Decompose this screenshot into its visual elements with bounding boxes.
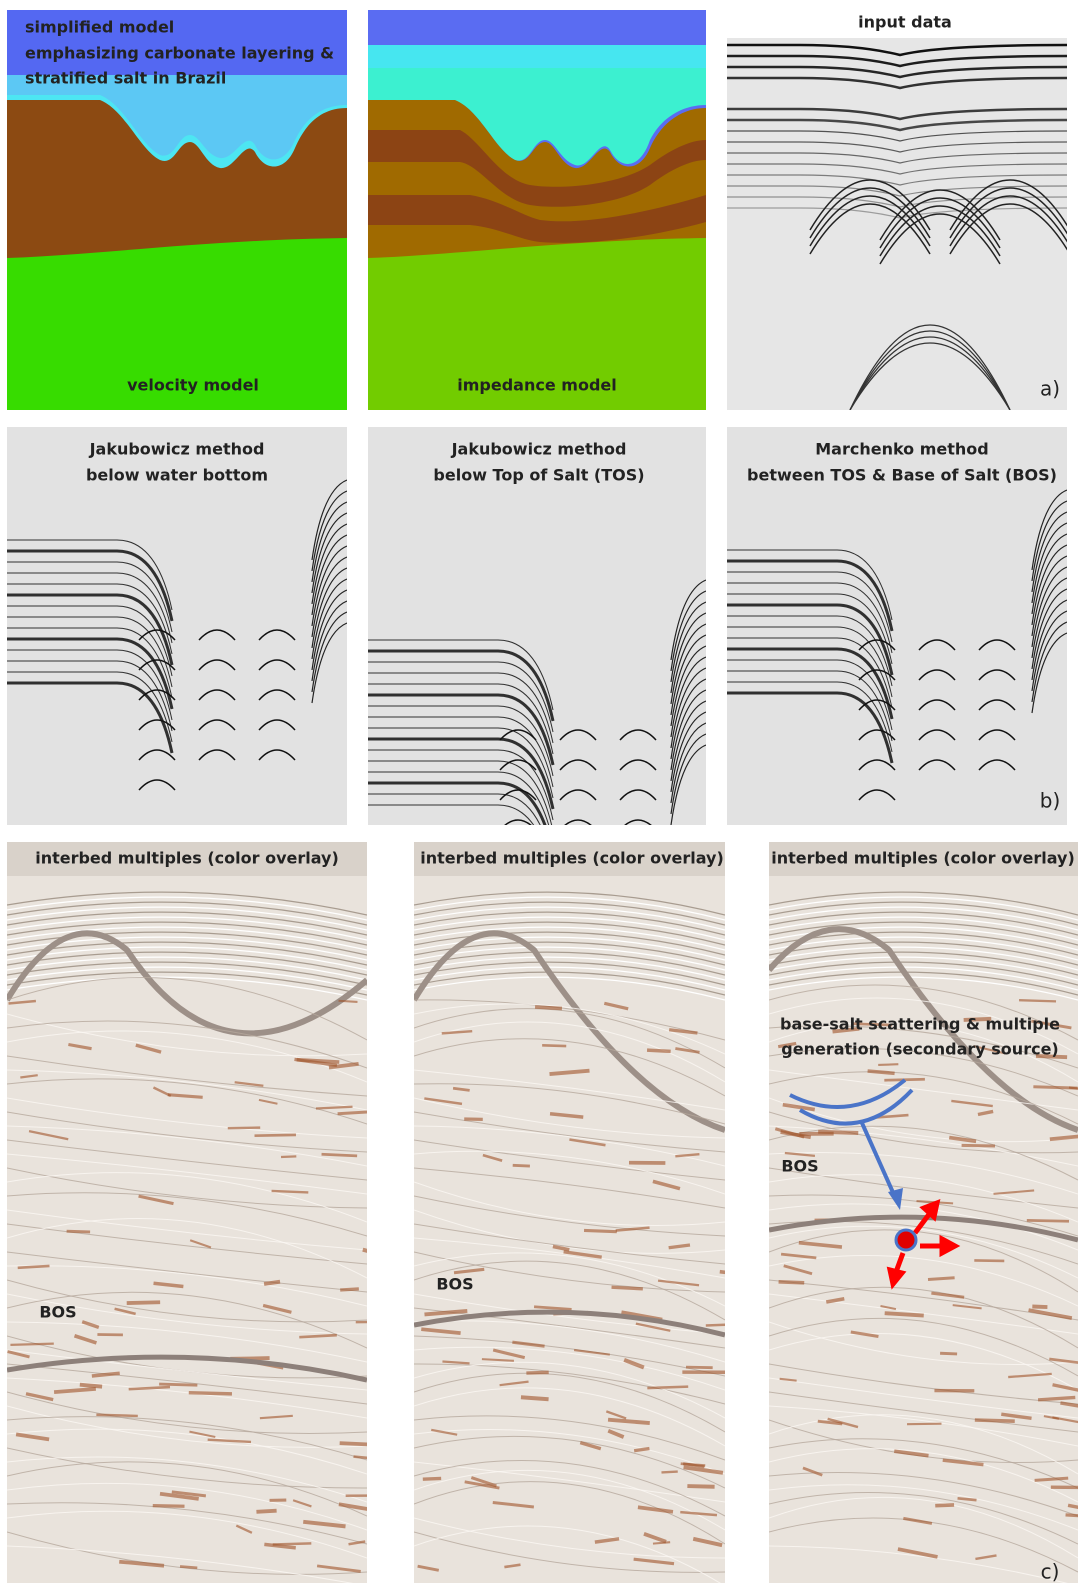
multiple-overlay <box>962 1145 995 1146</box>
panel-bg <box>7 427 347 825</box>
multiple-overlay <box>255 1135 296 1136</box>
field-panel <box>414 842 743 1583</box>
multiple-overlay <box>180 1566 197 1567</box>
multiple-overlay <box>340 1289 359 1290</box>
secondary-source <box>896 1230 916 1250</box>
panel-bg <box>727 427 1067 825</box>
multiple-overlay <box>935 1505 954 1506</box>
multiple-overlay <box>653 1542 670 1543</box>
multiple-overlay <box>975 1420 1015 1421</box>
multiple-overlay <box>513 1165 530 1166</box>
panel-title: interbed multiples (color overlay) <box>420 849 724 868</box>
multiple-overlay <box>661 1472 677 1473</box>
multiple-overlay <box>687 1486 714 1487</box>
annotation-text: base-salt scattering & multiple <box>780 1015 1060 1034</box>
horizon-label: BOS <box>781 1157 818 1176</box>
multiple-overlay <box>878 1064 898 1065</box>
multiple-overlay <box>297 1060 340 1062</box>
multiple-overlay <box>647 1050 671 1051</box>
prediction-panel <box>727 427 1067 825</box>
panel-tag: b) <box>1040 789 1061 813</box>
annotation-text: generation (secondary source) <box>781 1040 1058 1059</box>
multiple-overlay <box>526 1372 548 1373</box>
panel-text: Jakubowicz method <box>89 440 265 459</box>
panel-text: below water bottom <box>86 466 268 485</box>
multiple-overlay <box>686 1367 713 1368</box>
panel-text: between TOS & Base of Salt (BOS) <box>747 466 1057 485</box>
multiple-overlay <box>647 1387 688 1388</box>
multiple-overlay <box>256 1511 276 1512</box>
multiple-overlay <box>542 1045 566 1046</box>
multiple-overlay <box>423 1478 441 1479</box>
multiple-overlay <box>363 1250 393 1258</box>
panel-title: input data <box>858 13 952 32</box>
multiple-overlay <box>153 1506 185 1507</box>
panel-caption: velocity model <box>127 376 259 395</box>
multiple-overlay <box>521 1397 549 1399</box>
multiple-overlay <box>868 1071 895 1073</box>
panel-text: emphasizing carbonate layering & <box>25 44 334 63</box>
multiple-overlay <box>940 1353 957 1354</box>
panel-text: Jakubowicz method <box>451 440 627 459</box>
multiple-overlay <box>1032 1307 1047 1308</box>
multiple-overlay <box>612 1287 643 1289</box>
multiple-overlay <box>885 1313 924 1315</box>
multiple-overlay <box>272 1191 309 1192</box>
multiple-overlay <box>338 1112 372 1114</box>
multiple-overlay <box>10 1344 53 1345</box>
multiple-overlay <box>779 1282 805 1283</box>
panel-text: Marchenko method <box>815 440 989 459</box>
horizon-label: BOS <box>436 1275 473 1294</box>
multiple-overlay <box>80 1385 102 1387</box>
multiple-overlay <box>281 1156 296 1157</box>
prediction-panel <box>7 427 347 825</box>
multiple-overlay <box>322 1154 358 1156</box>
panel-title: interbed multiples (color overlay) <box>771 849 1075 868</box>
multiple-overlay <box>535 1007 562 1008</box>
panel-text: stratified salt in Brazil <box>25 69 226 88</box>
panel-tag: a) <box>1040 377 1060 401</box>
multiple-overlay <box>159 1384 197 1385</box>
multiple-overlay <box>1027 1220 1069 1221</box>
field-panel <box>7 842 392 1583</box>
prediction-panel <box>368 427 706 890</box>
panel-title: interbed multiples (color overlay) <box>35 849 339 868</box>
multiple-overlay <box>1033 1087 1077 1088</box>
multiple-overlay <box>96 1415 137 1416</box>
impedance-model <box>368 10 706 410</box>
multiple-overlay <box>189 1393 232 1394</box>
input-data-panel <box>727 10 1070 410</box>
horizon-label: BOS <box>39 1303 76 1322</box>
multiple-overlay <box>584 1230 617 1231</box>
multiple-overlay <box>264 1282 280 1284</box>
multiple-overlay <box>340 1443 378 1445</box>
multiple-overlay <box>67 1231 91 1232</box>
panel-caption: impedance model <box>457 376 616 395</box>
multiple-overlay <box>706 1324 740 1325</box>
multiple-overlay <box>228 1128 260 1129</box>
figure: simplified model emphasizing carbonate l… <box>0 0 1078 1583</box>
field-panel <box>769 842 1078 1583</box>
multiple-overlay <box>928 1278 955 1280</box>
multiple-overlay <box>1019 1000 1056 1001</box>
multiple-overlay <box>818 1132 858 1133</box>
multiple-overlay <box>958 1498 977 1500</box>
multiple-overlay <box>634 1448 649 1450</box>
panel-tag: c) <box>1041 1560 1060 1583</box>
panel-text: below Top of Salt (TOS) <box>433 466 644 485</box>
multiple-overlay <box>127 1302 160 1303</box>
panel-text: simplified model <box>25 18 174 37</box>
multiple-overlay <box>339 1001 358 1002</box>
multiple-overlay <box>974 1260 1004 1261</box>
